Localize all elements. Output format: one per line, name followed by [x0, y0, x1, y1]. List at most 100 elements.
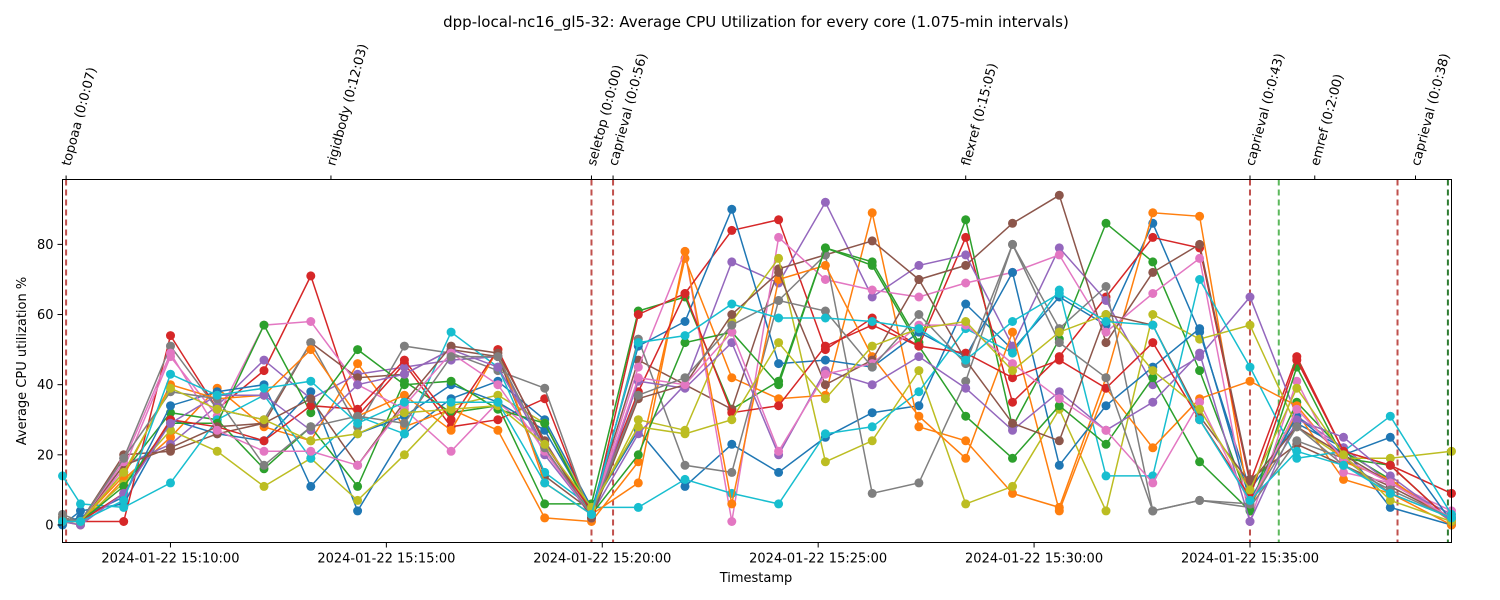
- data-point: [446, 352, 456, 362]
- data-point: [774, 232, 784, 242]
- data-point: [774, 380, 784, 390]
- data-point: [961, 383, 971, 393]
- data-point: [1385, 453, 1395, 463]
- data-point: [1195, 211, 1205, 221]
- data-point: [961, 215, 971, 225]
- data-point: [1385, 488, 1395, 498]
- data-point: [306, 394, 316, 404]
- data-point: [306, 345, 316, 355]
- data-point: [1054, 394, 1064, 404]
- data-point: [306, 387, 316, 397]
- data-point: [1101, 327, 1111, 337]
- data-point: [633, 457, 643, 467]
- data-point: [1101, 425, 1111, 435]
- data-point: [353, 506, 363, 516]
- data-point: [399, 369, 409, 379]
- data-point: [1195, 495, 1205, 505]
- data-point: [633, 338, 643, 348]
- data-point: [1292, 376, 1302, 386]
- data-point: [353, 359, 363, 369]
- data-point: [1101, 218, 1111, 228]
- data-point: [680, 481, 690, 491]
- data-point: [353, 495, 363, 505]
- data-point: [1245, 495, 1255, 505]
- data-point: [1148, 289, 1158, 298]
- data-point: [1008, 317, 1017, 326]
- data-point: [166, 348, 175, 358]
- data-point: [446, 376, 456, 386]
- data-point: [867, 362, 877, 372]
- data-point: [540, 478, 550, 488]
- data-point: [1054, 436, 1064, 446]
- data-point: [306, 317, 316, 326]
- data-point: [353, 418, 363, 428]
- data-point: [1292, 404, 1302, 414]
- data-point: [119, 467, 129, 477]
- data-point: [119, 517, 129, 526]
- data-point: [1195, 239, 1205, 249]
- data-point: [961, 436, 971, 446]
- data-point: [166, 369, 175, 379]
- data-point: [961, 232, 971, 242]
- data-point: [1008, 348, 1017, 358]
- data-point: [119, 453, 129, 463]
- x-tick-label: 2024-01-22 15:15:00: [317, 552, 455, 567]
- data-point: [1054, 401, 1064, 411]
- data-point: [1245, 517, 1255, 526]
- data-point: [914, 387, 924, 397]
- data-point: [446, 327, 456, 337]
- data-point: [633, 390, 643, 400]
- data-point: [727, 373, 737, 383]
- data-point: [399, 362, 409, 372]
- data-point: [1195, 253, 1205, 263]
- data-point: [1245, 376, 1255, 386]
- data-point: [1148, 310, 1158, 319]
- data-point: [540, 418, 550, 428]
- data-point: [867, 317, 877, 326]
- data-point: [1292, 383, 1302, 393]
- data-point: [399, 390, 409, 400]
- data-point: [961, 453, 971, 463]
- x-tick-label: 2024-01-22 15:20:00: [533, 552, 671, 567]
- data-point: [914, 324, 924, 334]
- data-point: [259, 415, 269, 425]
- data-point: [259, 436, 269, 446]
- data-point: [820, 429, 830, 439]
- data-point: [1148, 506, 1158, 516]
- data-point: [867, 236, 877, 246]
- data-point: [1101, 471, 1111, 481]
- data-point: [1008, 239, 1017, 249]
- data-point: [1101, 338, 1111, 348]
- data-point: [680, 474, 690, 484]
- data-point: [1195, 415, 1205, 425]
- x-axis-label: Timestamp: [719, 571, 793, 586]
- data-point: [1101, 317, 1111, 326]
- chart-title: dpp-local-nc16_gl5-32: Average CPU Utili…: [443, 13, 1069, 32]
- data-point: [1101, 310, 1111, 319]
- data-point: [1008, 366, 1017, 376]
- data-point: [119, 495, 129, 505]
- data-point: [633, 450, 643, 460]
- x-tick-label: 2024-01-22 15:30:00: [965, 552, 1103, 567]
- data-point: [633, 415, 643, 425]
- data-point: [1339, 460, 1348, 470]
- data-point: [680, 380, 690, 390]
- data-point: [1054, 338, 1064, 348]
- data-point: [1385, 432, 1395, 442]
- data-point: [399, 408, 409, 418]
- data-point: [446, 341, 456, 351]
- data-point: [1339, 432, 1348, 442]
- data-point: [259, 383, 269, 393]
- data-point: [774, 267, 784, 277]
- data-point: [1054, 250, 1064, 260]
- data-point: [820, 306, 830, 316]
- data-point: [914, 401, 924, 411]
- data-point: [727, 338, 737, 348]
- stage-annotation-label: caprieval (0:0:38): [1409, 52, 1453, 168]
- data-point: [76, 517, 85, 526]
- data-point: [727, 257, 737, 267]
- data-point: [1195, 397, 1205, 407]
- data-point: [399, 380, 409, 390]
- data-point: [633, 373, 643, 383]
- data-point: [399, 341, 409, 351]
